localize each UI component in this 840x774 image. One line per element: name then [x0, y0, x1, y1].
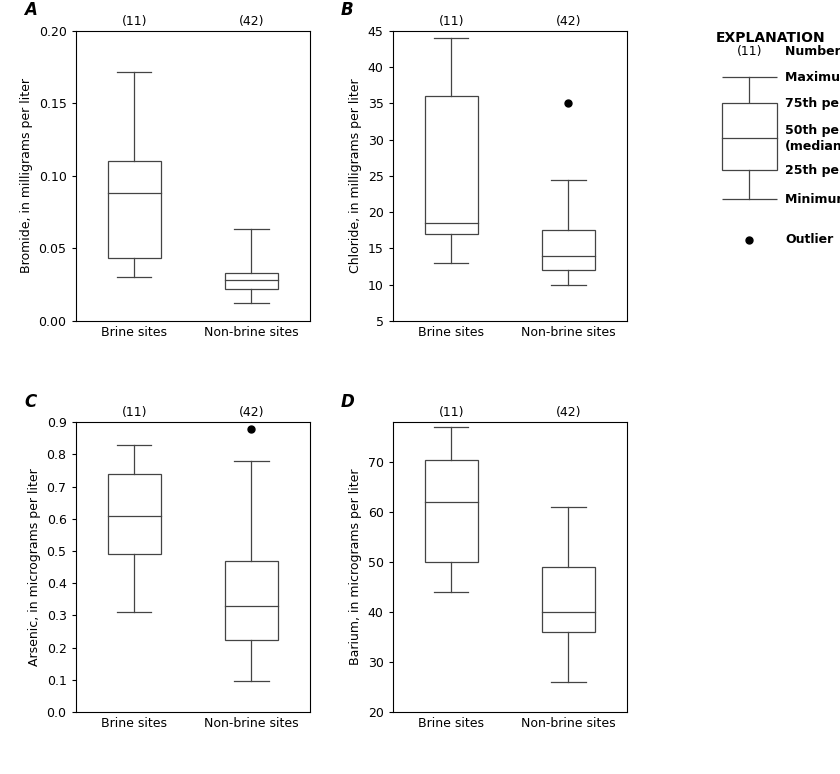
Text: (11): (11) [122, 406, 147, 420]
Text: (42): (42) [239, 15, 264, 28]
Y-axis label: Arsenic, in micrograms per liter: Arsenic, in micrograms per liter [28, 468, 41, 666]
Bar [225, 560, 278, 639]
Bar [542, 230, 595, 270]
Text: D: D [341, 392, 354, 411]
Bar [425, 96, 478, 234]
Bar [542, 567, 595, 632]
Text: (11): (11) [438, 406, 464, 420]
Text: Maximum value: Maximum value [785, 71, 840, 84]
Y-axis label: Bromide, in milligrams per liter: Bromide, in milligrams per liter [20, 78, 33, 273]
Text: (42): (42) [556, 15, 581, 28]
Text: Number of values: Number of values [785, 45, 840, 58]
Text: 50th percentile: 50th percentile [785, 124, 840, 137]
Text: Minimum value: Minimum value [785, 193, 840, 206]
Bar [108, 474, 160, 554]
Text: (42): (42) [239, 406, 264, 420]
Text: B: B [341, 2, 354, 19]
Text: (11): (11) [122, 15, 147, 28]
Text: A: A [24, 2, 37, 19]
Bar [225, 273, 278, 289]
Text: EXPLANATION: EXPLANATION [716, 31, 826, 45]
Text: Outlier: Outlier [785, 233, 833, 246]
Y-axis label: Chloride, in milligrams per liter: Chloride, in milligrams per liter [349, 79, 362, 273]
Bar [425, 460, 478, 562]
Text: (42): (42) [556, 406, 581, 420]
Text: (median): (median) [785, 139, 840, 152]
Y-axis label: Barium, in micrograms per liter: Barium, in micrograms per liter [349, 469, 362, 666]
Bar [722, 104, 777, 170]
Bar [108, 162, 160, 259]
Text: (11): (11) [438, 15, 464, 28]
Text: 75th percentile: 75th percentile [785, 97, 840, 110]
Text: 25th percentile: 25th percentile [785, 163, 840, 176]
Text: C: C [24, 392, 36, 411]
Text: (11): (11) [737, 45, 762, 58]
